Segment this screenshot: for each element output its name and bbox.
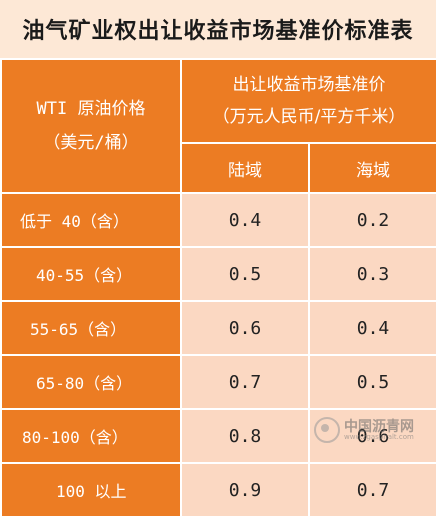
table-row: 65-80（含） 0.7 0.5 (0, 354, 436, 410)
table-row: 100 以上 0.9 0.7 (0, 462, 436, 518)
row-sea-value: 0.4 (307, 300, 436, 356)
row-price: 低于 40（含） (0, 192, 182, 248)
row-land-value: 0.9 (180, 462, 310, 518)
watermark-logo-icon (314, 417, 340, 443)
title-bar: 油气矿业权出让收益市场基准价标准表 (0, 0, 436, 58)
row-sea-value: 0.7 (307, 462, 436, 518)
row-price: 65-80（含） (0, 354, 182, 410)
header-price: WTI 原油价格 （美元/桶） (0, 58, 182, 194)
header-price-label: WTI 原油价格 (36, 99, 146, 119)
row-sea-value: 0.5 (307, 354, 436, 410)
header-sea: 海域 (307, 142, 436, 194)
price-table: WTI 原油价格 （美元/桶） 出让收益市场基准价 （万元人民币/平方千米） 陆… (0, 58, 436, 518)
row-land-value: 0.6 (180, 300, 310, 356)
row-price: 100 以上 (0, 462, 182, 518)
page-title: 油气矿业权出让收益市场基准价标准表 (22, 19, 414, 44)
watermark-name: 中国沥青网 (344, 418, 414, 435)
row-land-value: 0.5 (180, 246, 310, 302)
table-row: 低于 40（含） 0.4 0.2 (0, 192, 436, 248)
header-land: 陆域 (180, 142, 310, 194)
table-row: 55-65（含） 0.6 0.4 (0, 300, 436, 356)
row-sea-value: 0.2 (307, 192, 436, 248)
row-land-value: 0.8 (180, 408, 310, 464)
row-price: 40-55（含） (0, 246, 182, 302)
header-benchmark-label: 出让收益市场基准价 (232, 75, 386, 95)
table-row: 40-55（含） 0.5 0.3 (0, 246, 436, 302)
header-benchmark-unit: （万元人民币/平方千米） (212, 107, 406, 127)
header-price-unit: （美元/桶） (43, 133, 139, 153)
row-price: 55-65（含） (0, 300, 182, 356)
watermark-text: 中国沥青网 www.zgasphalt.com (344, 420, 414, 441)
watermark: 中国沥青网 www.zgasphalt.com (314, 417, 414, 443)
watermark-url: www.zgasphalt.com (344, 432, 414, 441)
header-benchmark: 出让收益市场基准价 （万元人民币/平方千米） (179, 58, 436, 144)
row-sea-value: 0.3 (307, 246, 436, 302)
row-land-value: 0.4 (180, 192, 310, 248)
row-land-value: 0.7 (180, 354, 310, 410)
row-price: 80-100（含） (0, 408, 182, 464)
